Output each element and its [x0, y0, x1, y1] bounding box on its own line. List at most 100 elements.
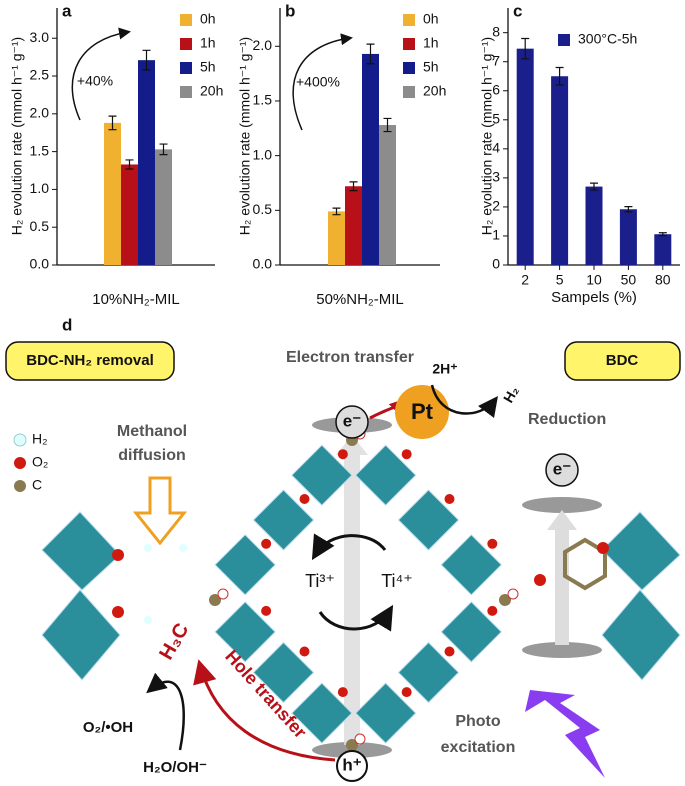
panel-label: b [285, 1, 295, 20]
y-tick-label: 1.0 [253, 146, 273, 162]
left-fragment [41, 511, 187, 681]
octahedron [291, 444, 353, 506]
annotation: +400% [296, 74, 340, 90]
electron [335, 405, 369, 439]
mof-ring [209, 428, 519, 751]
legend-swatch [403, 14, 415, 26]
right-fragment [534, 511, 681, 681]
octahedron [354, 444, 417, 506]
error-bar [624, 206, 633, 213]
y-tick-label: 1 [492, 227, 500, 243]
error-bar [108, 115, 117, 131]
bar [619, 209, 637, 265]
label: excitation [441, 739, 516, 756]
legend-label: O₂ [32, 454, 48, 470]
error-bar [383, 117, 392, 133]
o-atom [597, 542, 609, 554]
y-tick-label: 2.0 [253, 37, 273, 53]
octahedron [397, 489, 460, 551]
bar [155, 149, 172, 265]
proton-label: 2H⁺ [432, 361, 457, 377]
bar [104, 122, 121, 265]
legend-swatch [180, 38, 192, 50]
octahedron [252, 489, 315, 551]
y-tick-label: 8 [492, 23, 500, 39]
o-atom [444, 494, 455, 504]
x-tick-label: 5 [556, 272, 564, 288]
electron [545, 453, 579, 487]
octahedron [397, 641, 460, 704]
y-tick-label: 1.5 [30, 142, 50, 158]
o-atom [534, 574, 546, 586]
excitation-arrow [336, 435, 368, 745]
label-box [564, 341, 681, 381]
legend-label: H₂ [32, 431, 48, 447]
bar [138, 60, 155, 265]
label: diffusion [118, 447, 186, 464]
box-label: BDC [606, 352, 639, 369]
error-bar [366, 43, 375, 65]
y-axis-label: H₂ evolution rate (mmol h⁻¹ g⁻¹) [9, 37, 25, 235]
cycle-arrow [311, 533, 387, 561]
bar [585, 186, 603, 265]
legend-label: 20h [200, 83, 223, 99]
octahedron [354, 682, 417, 744]
error-bar [142, 49, 151, 71]
oxidation-label: O₂/•OH [83, 719, 133, 736]
legend-swatch [180, 86, 192, 98]
increase-arrow [292, 33, 353, 131]
panel-label: a [62, 1, 72, 20]
c-atom [14, 480, 26, 492]
o-atom [14, 457, 26, 469]
error-bar [125, 159, 134, 170]
electron-label: e⁻ [343, 411, 361, 430]
octahedron [291, 682, 353, 744]
y-tick-label: 3 [492, 169, 500, 185]
y-tick-label: 6 [492, 81, 500, 97]
bar [379, 125, 396, 265]
error-bar [521, 37, 530, 60]
y-tick-label: 2.0 [30, 105, 50, 121]
band-disk [522, 642, 602, 658]
excitation-arrow [547, 510, 577, 645]
h-atom [507, 588, 519, 600]
bar [345, 186, 362, 265]
ti-label: Ti⁴⁺ [381, 571, 413, 591]
octahedron [214, 534, 276, 596]
o-atom [299, 494, 310, 504]
c-atom [346, 739, 358, 751]
bar [654, 234, 672, 265]
platinum [395, 385, 449, 439]
y-tick-label: 7 [492, 52, 500, 68]
o-atom [444, 646, 455, 657]
legend-swatch [403, 62, 415, 74]
o-atom [299, 646, 310, 657]
octahedron [440, 534, 503, 596]
bar [516, 48, 534, 266]
legend-label: 20h [423, 83, 446, 99]
cycle-arrow [318, 604, 394, 632]
y-tick-label: 0 [492, 256, 500, 272]
legend-label: 1h [200, 35, 216, 51]
label: Reduction [528, 411, 606, 428]
error-bar [590, 182, 598, 191]
bar [328, 211, 345, 265]
label: Electron transfer [286, 349, 414, 366]
bar [121, 164, 138, 265]
reduction-arrow [430, 384, 499, 418]
electron-label: e⁻ [553, 459, 571, 478]
o-atom [112, 606, 124, 618]
annotation: +40% [77, 73, 113, 89]
o-atom [487, 605, 498, 616]
octahedron [252, 641, 315, 704]
x-tick-label: 10 [586, 272, 602, 288]
bar [551, 76, 569, 265]
legend-swatch [403, 38, 415, 50]
octahedron [41, 589, 121, 681]
legend-label: 5h [200, 59, 216, 75]
legend-label: 300°C-5h [578, 31, 637, 47]
octahedron [440, 601, 503, 663]
x-tick-label: 2 [521, 272, 529, 288]
error-bar [555, 66, 564, 86]
x-tick-label: 50 [621, 272, 637, 288]
